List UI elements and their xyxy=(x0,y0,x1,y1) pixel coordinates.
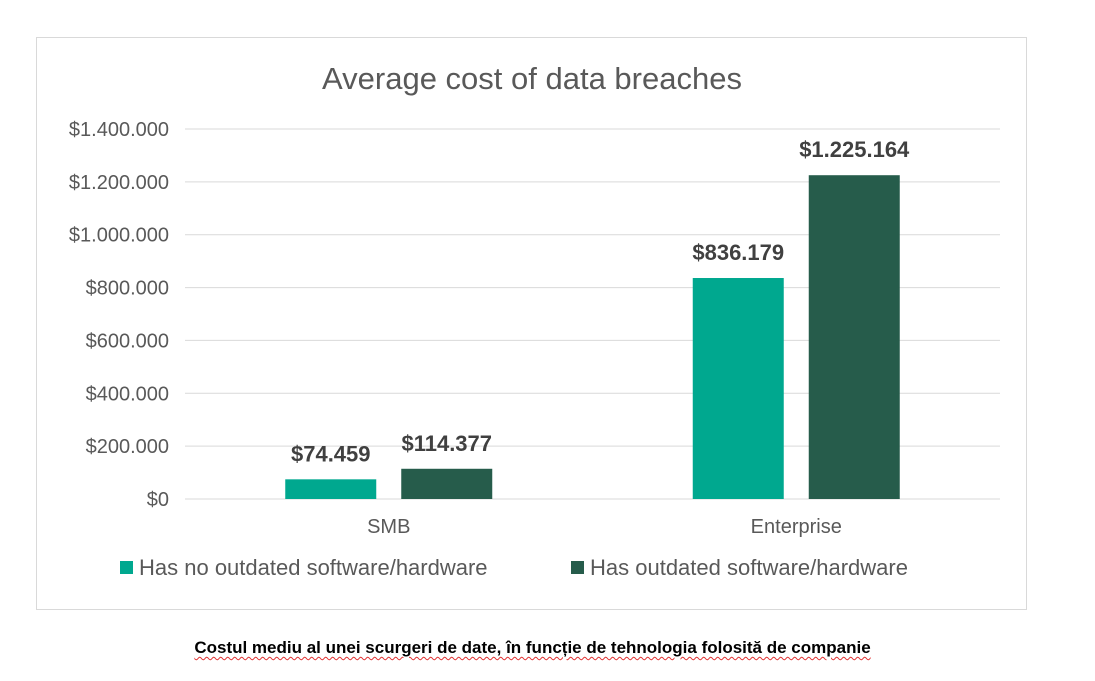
y-tick-label: $0 xyxy=(147,489,169,511)
y-tick-label: $1.400.000 xyxy=(69,119,169,141)
x-axis-category-labels: SMB Enterprise xyxy=(367,516,842,538)
bar xyxy=(692,278,784,499)
y-tick-label: $600.000 xyxy=(86,330,169,352)
data-label: $836.179 xyxy=(692,240,784,265)
caption-text: Costul mediu al unei scurgeri de date, î… xyxy=(194,638,871,657)
y-tick-label: $400.000 xyxy=(86,383,169,405)
legend-label: Has no outdated software/hardware xyxy=(139,555,488,580)
y-tick-label: $800.000 xyxy=(86,278,169,300)
legend: Has no outdated software/hardware Has out… xyxy=(120,555,908,580)
bar-chart: Average cost of data breaches $0 $200.000… xyxy=(69,61,1000,580)
data-label: $74.459 xyxy=(291,441,371,466)
legend-label: Has outdated software/hardware xyxy=(590,555,908,580)
data-label: $1.225.164 xyxy=(799,137,910,162)
gridlines xyxy=(185,128,1000,500)
x-category-label: SMB xyxy=(367,516,410,538)
data-labels: $74.459 $114.377 $836.179 $1.225.164 xyxy=(291,137,910,466)
data-label: $114.377 xyxy=(401,431,492,456)
bar xyxy=(808,175,900,499)
y-tick-label: $200.000 xyxy=(86,436,169,458)
legend-swatch xyxy=(120,561,133,574)
chart-title: Average cost of data breaches xyxy=(322,61,742,96)
bar xyxy=(401,468,493,499)
x-category-label: Enterprise xyxy=(751,516,842,538)
chart-frame: Average cost of data breaches $0 $200.000… xyxy=(36,37,1027,610)
legend-swatch xyxy=(571,561,584,574)
y-tick-label: $1.000.000 xyxy=(69,225,169,247)
bar xyxy=(285,479,377,499)
y-tick-label: $1.200.000 xyxy=(69,172,169,194)
bars xyxy=(285,175,900,499)
figure-caption: Costul mediu al unei scurgeri de date, î… xyxy=(0,638,1065,658)
y-axis-tick-labels: $0 $200.000 $400.000 $600.000 $800.000 $1.000… xyxy=(69,119,169,511)
